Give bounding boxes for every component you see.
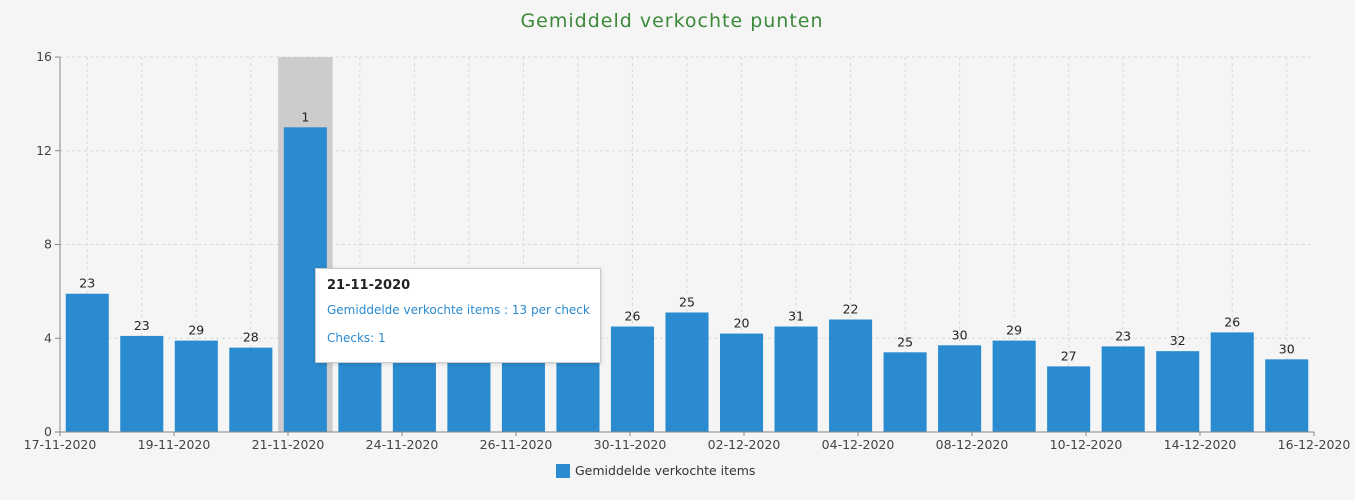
x-tick-label: 17-11-2020: [24, 437, 97, 452]
bar-value-label: 23: [79, 276, 95, 291]
bar-value-label: 28: [243, 330, 259, 345]
bar-value-label: 27: [1061, 348, 1077, 363]
tooltip-line-average: Gemiddelde verkochte items : 13 per chec…: [327, 303, 590, 317]
bar-value-label: 25: [897, 334, 913, 349]
bar-value-label: 31: [788, 309, 804, 324]
bar-value-label: 23: [1115, 328, 1131, 343]
legend[interactable]: Gemiddelde verkochte items: [556, 463, 755, 478]
x-tick-label: 19-11-2020: [138, 437, 211, 452]
tooltip-title: 21-11-2020: [327, 278, 411, 293]
tooltip: 21-11-2020 Gemiddelde verkochte items : …: [315, 268, 601, 363]
bar-value-label: 29: [1006, 323, 1022, 338]
chart-title: Gemiddeld verkochte punten: [520, 10, 823, 32]
x-tick-label: 30-11-2020: [594, 437, 667, 452]
bar-value-label: 23: [134, 318, 150, 333]
bar-value-label: 1: [301, 109, 309, 124]
legend-label: Gemiddelde verkochte items: [575, 463, 755, 478]
x-tick-label: 04-12-2020: [822, 437, 895, 452]
bar[interactable]: [938, 345, 982, 432]
x-tick-label: 02-12-2020: [708, 437, 781, 452]
bar-value-label: 22: [843, 302, 859, 317]
bar[interactable]: [447, 354, 491, 432]
bar-value-label: 20: [734, 316, 750, 331]
bar[interactable]: [774, 326, 818, 432]
y-tick-label: 4: [44, 330, 52, 345]
bar[interactable]: [1047, 366, 1091, 432]
bar[interactable]: [229, 347, 273, 432]
legend-swatch: [556, 464, 570, 478]
bars: [65, 127, 1309, 433]
bar[interactable]: [338, 357, 382, 432]
bar[interactable]: [665, 312, 709, 432]
x-tick-label: 21-11-2020: [252, 437, 325, 452]
bar-value-label: 25: [679, 294, 695, 309]
bar-value-label: 29: [188, 323, 204, 338]
bar[interactable]: [1101, 346, 1145, 432]
bar[interactable]: [883, 352, 927, 432]
bar-value-label: 26: [1224, 314, 1240, 329]
bar-value-label: 30: [952, 327, 968, 342]
bar[interactable]: [1156, 351, 1200, 432]
y-tick-label: 8: [44, 237, 52, 252]
x-tick-label: 26-11-2020: [480, 437, 553, 452]
x-tick-label: 24-11-2020: [366, 437, 439, 452]
y-tick-label: 16: [36, 49, 52, 64]
bar[interactable]: [992, 340, 1036, 432]
x-tick-label: 08-12-2020: [936, 437, 1009, 452]
x-tick-label: 10-12-2020: [1050, 437, 1123, 452]
bar[interactable]: [1265, 359, 1309, 432]
y-tick-label: 12: [36, 143, 52, 158]
bar[interactable]: [174, 340, 218, 432]
tooltip-line-checks: Checks: 1: [327, 331, 386, 345]
bar[interactable]: [719, 333, 764, 432]
bar[interactable]: [829, 319, 873, 433]
axes: 0 4 8 12 16 17-11-2020 19-11-2020 21-11-2020 24-…: [24, 49, 1351, 452]
bar-value-label: 26: [625, 309, 641, 324]
bar[interactable]: [1210, 332, 1254, 432]
bar-value-label: 30: [1279, 341, 1295, 356]
data-labels: 23 23 29 28 1 26 25 20 31 22 25 30 29 27 23 32 26 30: [79, 109, 1294, 363]
bar[interactable]: [610, 326, 655, 432]
bar[interactable]: [65, 293, 109, 432]
bar[interactable]: [120, 335, 164, 432]
y-tick-label: 0: [44, 424, 52, 439]
bar[interactable]: [392, 354, 436, 432]
x-tick-label: 16-12-2020: [1278, 437, 1351, 452]
bar-value-label: 32: [1170, 333, 1186, 348]
x-tick-label: 14-12-2020: [1164, 437, 1237, 452]
